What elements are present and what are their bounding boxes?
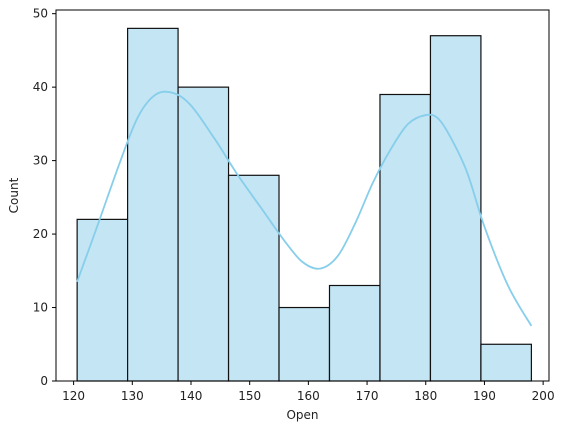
y-axis-title: Count — [7, 177, 21, 213]
axes-layer — [55, 9, 550, 382]
histogram-bar-9 — [480, 343, 532, 382]
histogram-bar-6 — [328, 284, 381, 382]
y-tick-label: 10 — [33, 301, 48, 315]
x-tick-label: 170 — [356, 389, 379, 403]
ticks-layer: 120 130 140 150 160 170 180 190 200 0 10 20 30 40 50 — [33, 7, 555, 403]
kde-curve — [76, 90, 533, 327]
x-tick-label: 180 — [414, 389, 437, 403]
histogram-bar-7 — [379, 93, 432, 382]
kde-layer — [76, 90, 533, 327]
histogram-bar-5 — [278, 306, 331, 382]
y-tick-label: 30 — [33, 154, 48, 168]
plot-frame — [55, 9, 550, 382]
histogram-bar-2 — [126, 27, 179, 382]
histogram-bar-1 — [76, 218, 129, 382]
y-tick-label: 40 — [33, 80, 48, 94]
x-tick-label: 190 — [473, 389, 496, 403]
x-tick-label: 160 — [297, 389, 320, 403]
y-tick-label: 20 — [33, 227, 48, 241]
x-tick-label: 200 — [532, 389, 555, 403]
histogram-bar-8 — [429, 35, 482, 382]
histogram-bar-3 — [177, 86, 230, 382]
x-axis-title: Open — [286, 408, 318, 422]
x-tick-label: 150 — [238, 389, 261, 403]
histogram-bar-4 — [227, 174, 280, 382]
x-tick-label: 130 — [121, 389, 144, 403]
x-tick-label: 120 — [62, 389, 85, 403]
y-tick-label: 0 — [40, 374, 48, 388]
bars-layer — [76, 27, 532, 382]
y-tick-label: 50 — [33, 7, 48, 21]
x-tick-label: 140 — [180, 389, 203, 403]
